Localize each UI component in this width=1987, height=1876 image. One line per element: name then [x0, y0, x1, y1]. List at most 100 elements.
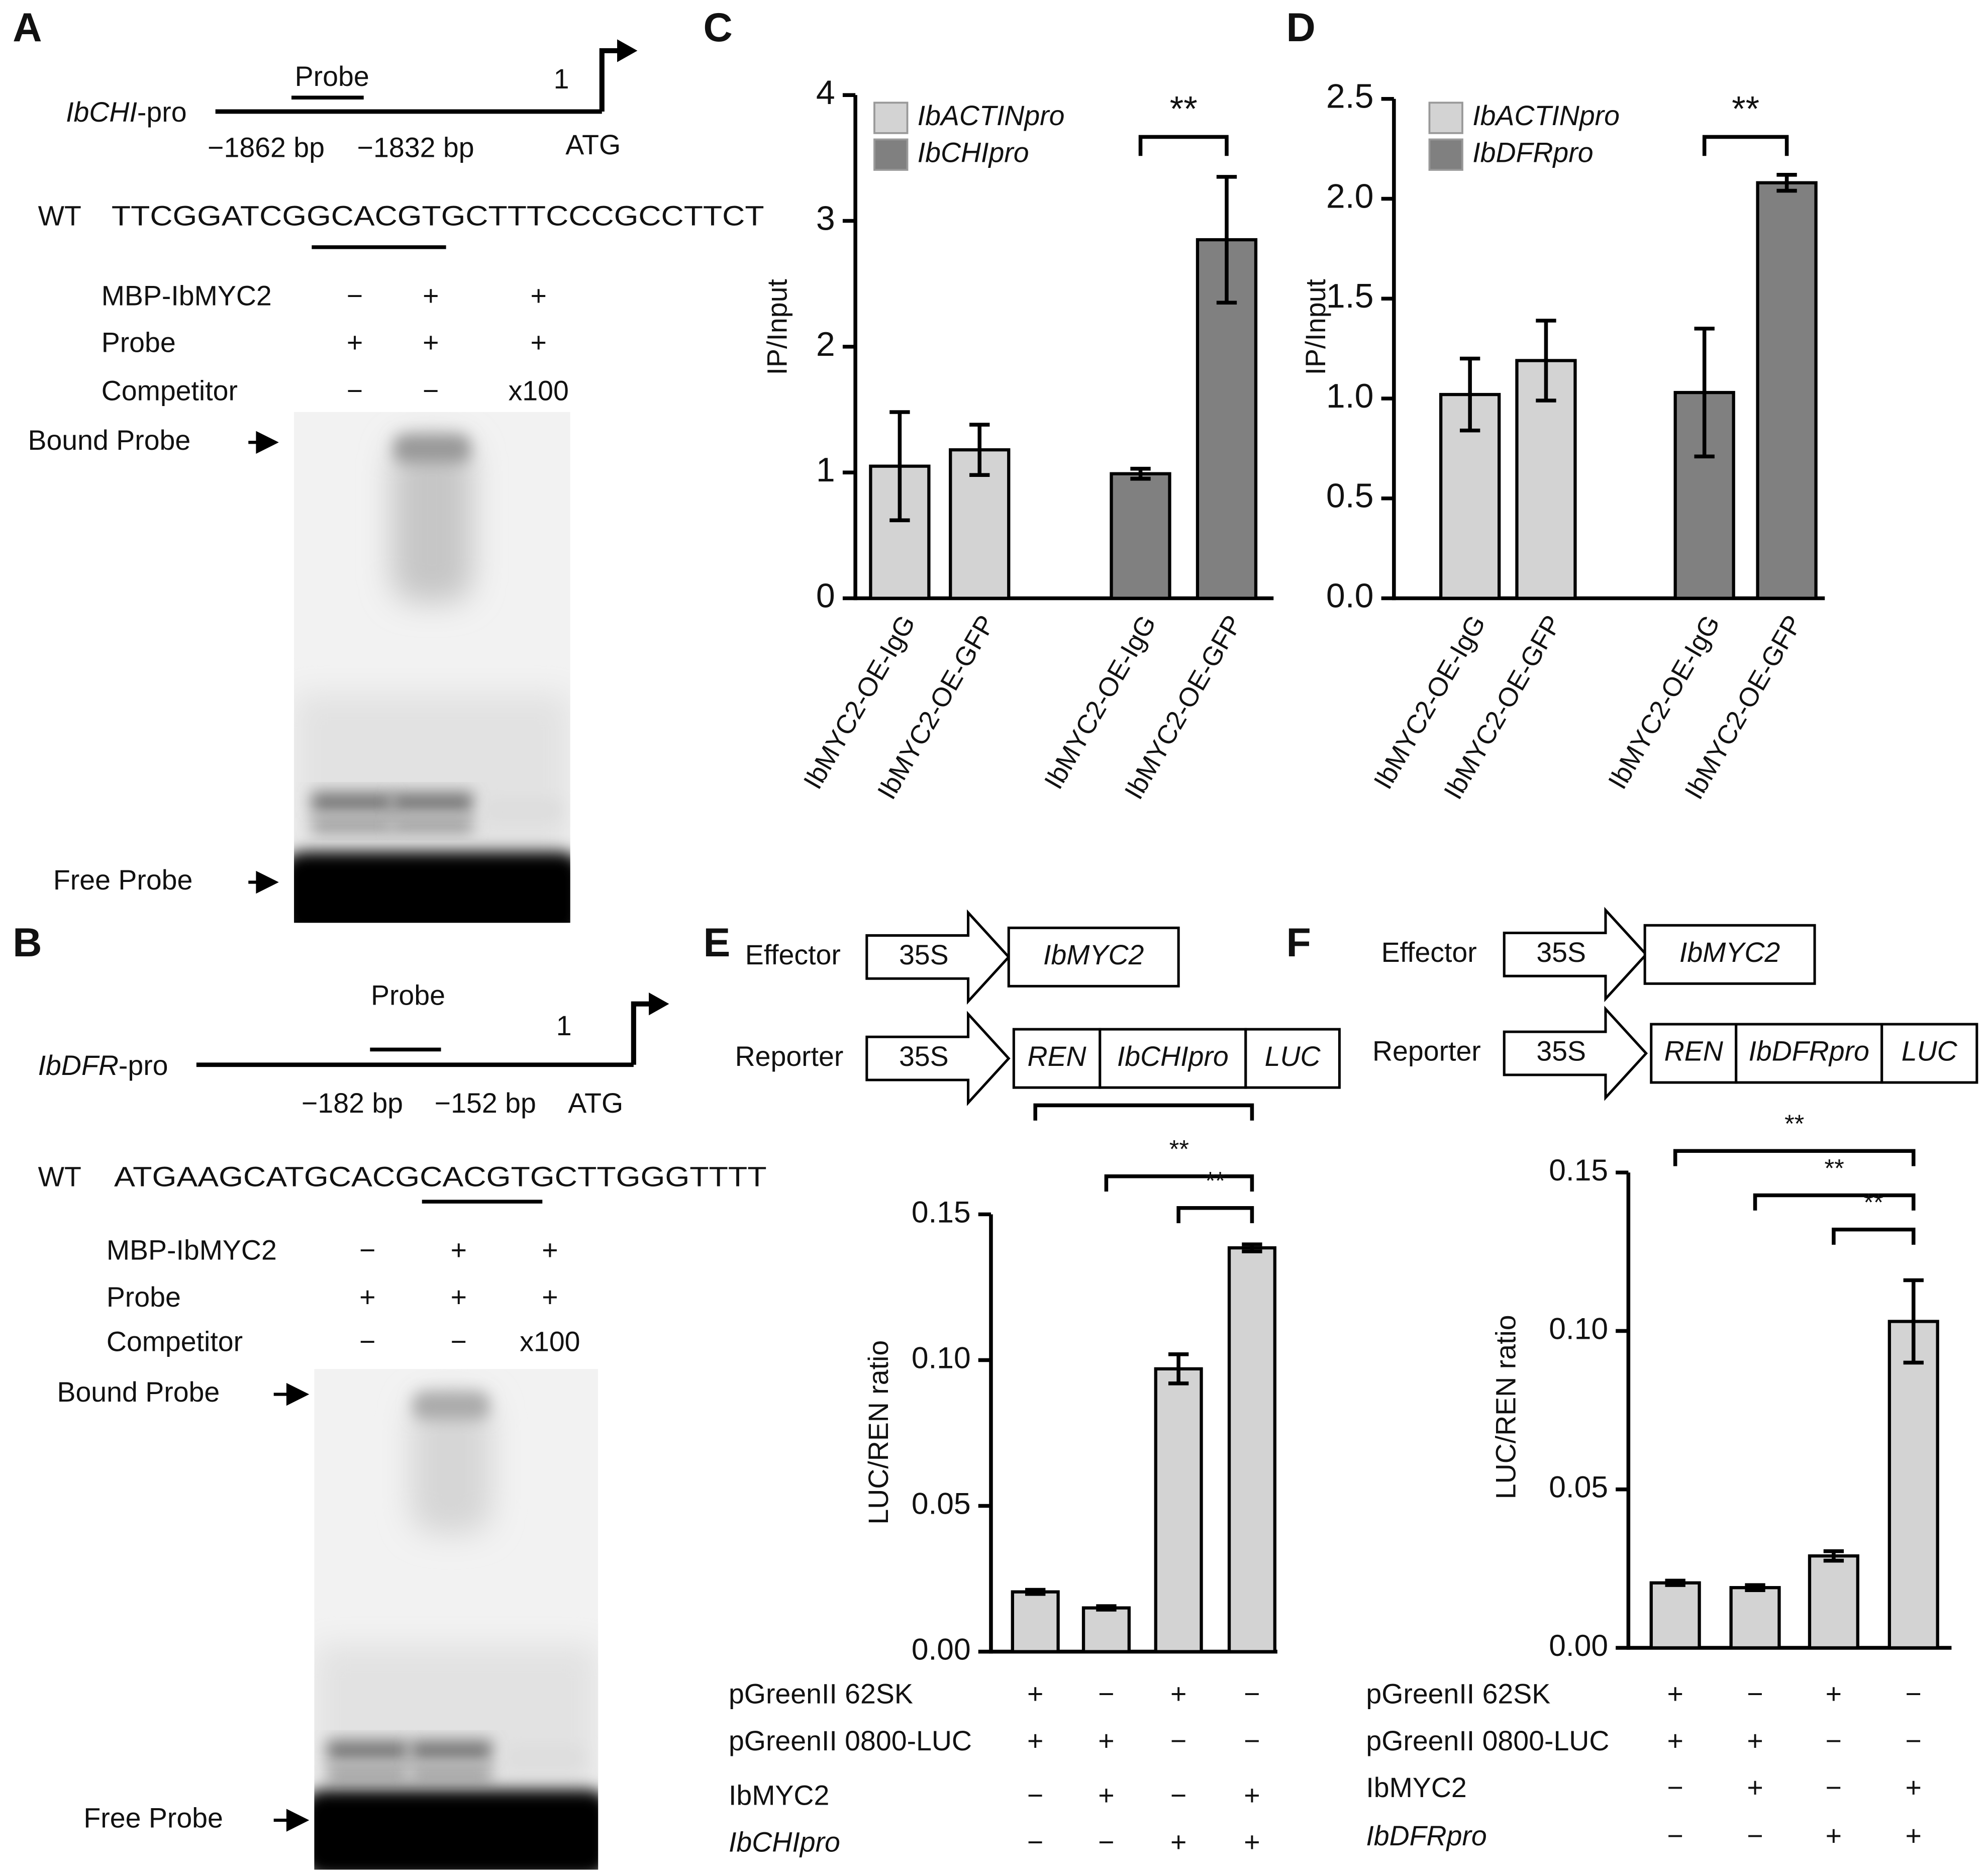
condition-sign: + — [1826, 1678, 1842, 1709]
y-tick-label: 1 — [816, 451, 835, 489]
bar — [1154, 1367, 1203, 1653]
tss-number: 1 — [554, 63, 569, 94]
legend-swatch — [1428, 138, 1463, 171]
lane-sign: + — [542, 1281, 558, 1313]
y-tick-label: 2.5 — [1326, 77, 1374, 116]
lane-sign: − — [359, 1235, 375, 1266]
bound-arrow-head — [286, 1383, 310, 1406]
low-band-faint — [507, 1746, 583, 1770]
row-label: Competitor — [107, 1326, 243, 1357]
low-band — [327, 1765, 408, 1781]
y-tick-label: 0.5 — [1326, 477, 1374, 515]
y-axis-label: LUC/REN ratio — [1490, 1315, 1521, 1499]
bar — [1110, 472, 1171, 600]
construct-part: IbDFRpro — [1748, 1036, 1869, 1067]
reporter-label: Reporter — [735, 1041, 844, 1072]
promoter-name: IbCHI-pro — [66, 96, 186, 128]
condition-sign: + — [1098, 1780, 1114, 1811]
tss-arrow — [631, 1001, 652, 1065]
row-label: MBP-IbMYC2 — [107, 1235, 277, 1266]
gel-image — [294, 412, 570, 923]
condition-label: pGreenII 0800-LUC — [729, 1725, 972, 1756]
condition-sign: + — [1906, 1820, 1922, 1851]
y-tick-label: 4 — [816, 73, 835, 112]
lane-sign: + — [531, 327, 547, 358]
promoter-gene: IbCHI — [66, 96, 137, 128]
promoter-arrow — [1503, 1006, 1648, 1101]
sequence: TTCGGATCGGCACGTGCTTTCCCGCCTTCT — [112, 200, 764, 231]
panel-label: C — [704, 5, 733, 50]
y-tick-label: 0.15 — [1549, 1153, 1608, 1187]
lane-sign: − — [359, 1326, 375, 1357]
tss-number: 1 — [556, 1010, 572, 1041]
tss-arrow — [599, 48, 620, 112]
condition-sign: − — [1027, 1827, 1043, 1858]
condition-label: IbMYC2 — [729, 1780, 829, 1811]
condition-label: IbDFRpro — [1366, 1820, 1486, 1851]
free-band — [294, 851, 570, 923]
y-tick-label: 0.05 — [1549, 1470, 1608, 1504]
construct-box — [1244, 1028, 1341, 1089]
position-label: −1832 bp — [357, 132, 474, 163]
tss-arrow-head — [617, 39, 638, 62]
significance-label: ** — [1206, 1166, 1225, 1195]
bound-band — [391, 437, 473, 603]
construct-box — [1643, 924, 1816, 985]
row-label: Probe — [107, 1281, 181, 1313]
legend-label: IbDFRpro — [1472, 137, 1593, 168]
legend-label: IbACTINpro — [1472, 100, 1620, 131]
significance-bracket — [1138, 135, 1229, 156]
condition-sign: + — [1747, 1725, 1763, 1756]
low-band — [327, 1740, 408, 1761]
significance-bracket — [1702, 135, 1789, 156]
sequence-name: WT — [38, 1161, 81, 1192]
free-label: Free Probe — [53, 864, 192, 896]
low-band-faint — [485, 799, 562, 822]
condition-sign: − — [1244, 1725, 1260, 1756]
construct-box — [1880, 1023, 1978, 1084]
significance-label: ** — [1864, 1188, 1883, 1217]
probe-label: Probe — [371, 980, 445, 1011]
promoter-suffix: -pro — [137, 96, 187, 128]
condition-sign: − — [1027, 1780, 1043, 1811]
bound-band — [411, 1394, 492, 1534]
bound-arrow-head — [256, 431, 279, 454]
tss-arrow-head — [649, 992, 669, 1016]
significance-bracket — [1104, 1174, 1254, 1192]
legend-label: IbCHIpro — [918, 137, 1029, 168]
lane-sign: + — [359, 1281, 375, 1313]
bar — [1227, 1246, 1276, 1653]
panel-label: D — [1286, 5, 1316, 50]
condition-sign: − — [1906, 1678, 1922, 1709]
y-tick-label: 2.0 — [1326, 177, 1374, 215]
lane-sign: x100 — [509, 375, 569, 407]
lane-sign: − — [347, 375, 363, 407]
y-tick-label: 0.0 — [1326, 577, 1374, 615]
condition-sign: + — [1906, 1772, 1922, 1803]
legend-swatch — [873, 138, 909, 171]
condition-label: pGreenII 0800-LUC — [1366, 1725, 1609, 1756]
promoter-text: 35S — [1536, 937, 1586, 968]
low-band — [391, 817, 473, 833]
lane-sign: + — [451, 1235, 467, 1266]
lane-sign: − — [347, 280, 363, 311]
y-tick-label: 1.0 — [1326, 377, 1374, 415]
construct-part: REN — [1028, 1041, 1087, 1072]
condition-label: pGreenII 62SK — [1366, 1678, 1550, 1709]
condition-sign: + — [1027, 1725, 1043, 1756]
significance-bracket — [1832, 1227, 1916, 1245]
condition-sign: − — [1170, 1780, 1186, 1811]
y-axis-label: LUC/REN ratio — [863, 1340, 894, 1525]
free-arrow-head — [256, 870, 279, 894]
y-tick-label: 3 — [816, 199, 835, 237]
promoter-suffix: -pro — [119, 1049, 168, 1080]
lane-sign: − — [451, 1326, 467, 1357]
bar — [1808, 1554, 1859, 1650]
promoter-text: 35S — [899, 939, 949, 970]
lane-sign: x100 — [520, 1326, 580, 1357]
y-tick-label: 2 — [816, 325, 835, 363]
bar — [1649, 1581, 1701, 1650]
promoter-name: IbDFR-pro — [38, 1049, 168, 1080]
lane-sign: + — [531, 280, 547, 311]
construct-box — [1007, 926, 1180, 988]
